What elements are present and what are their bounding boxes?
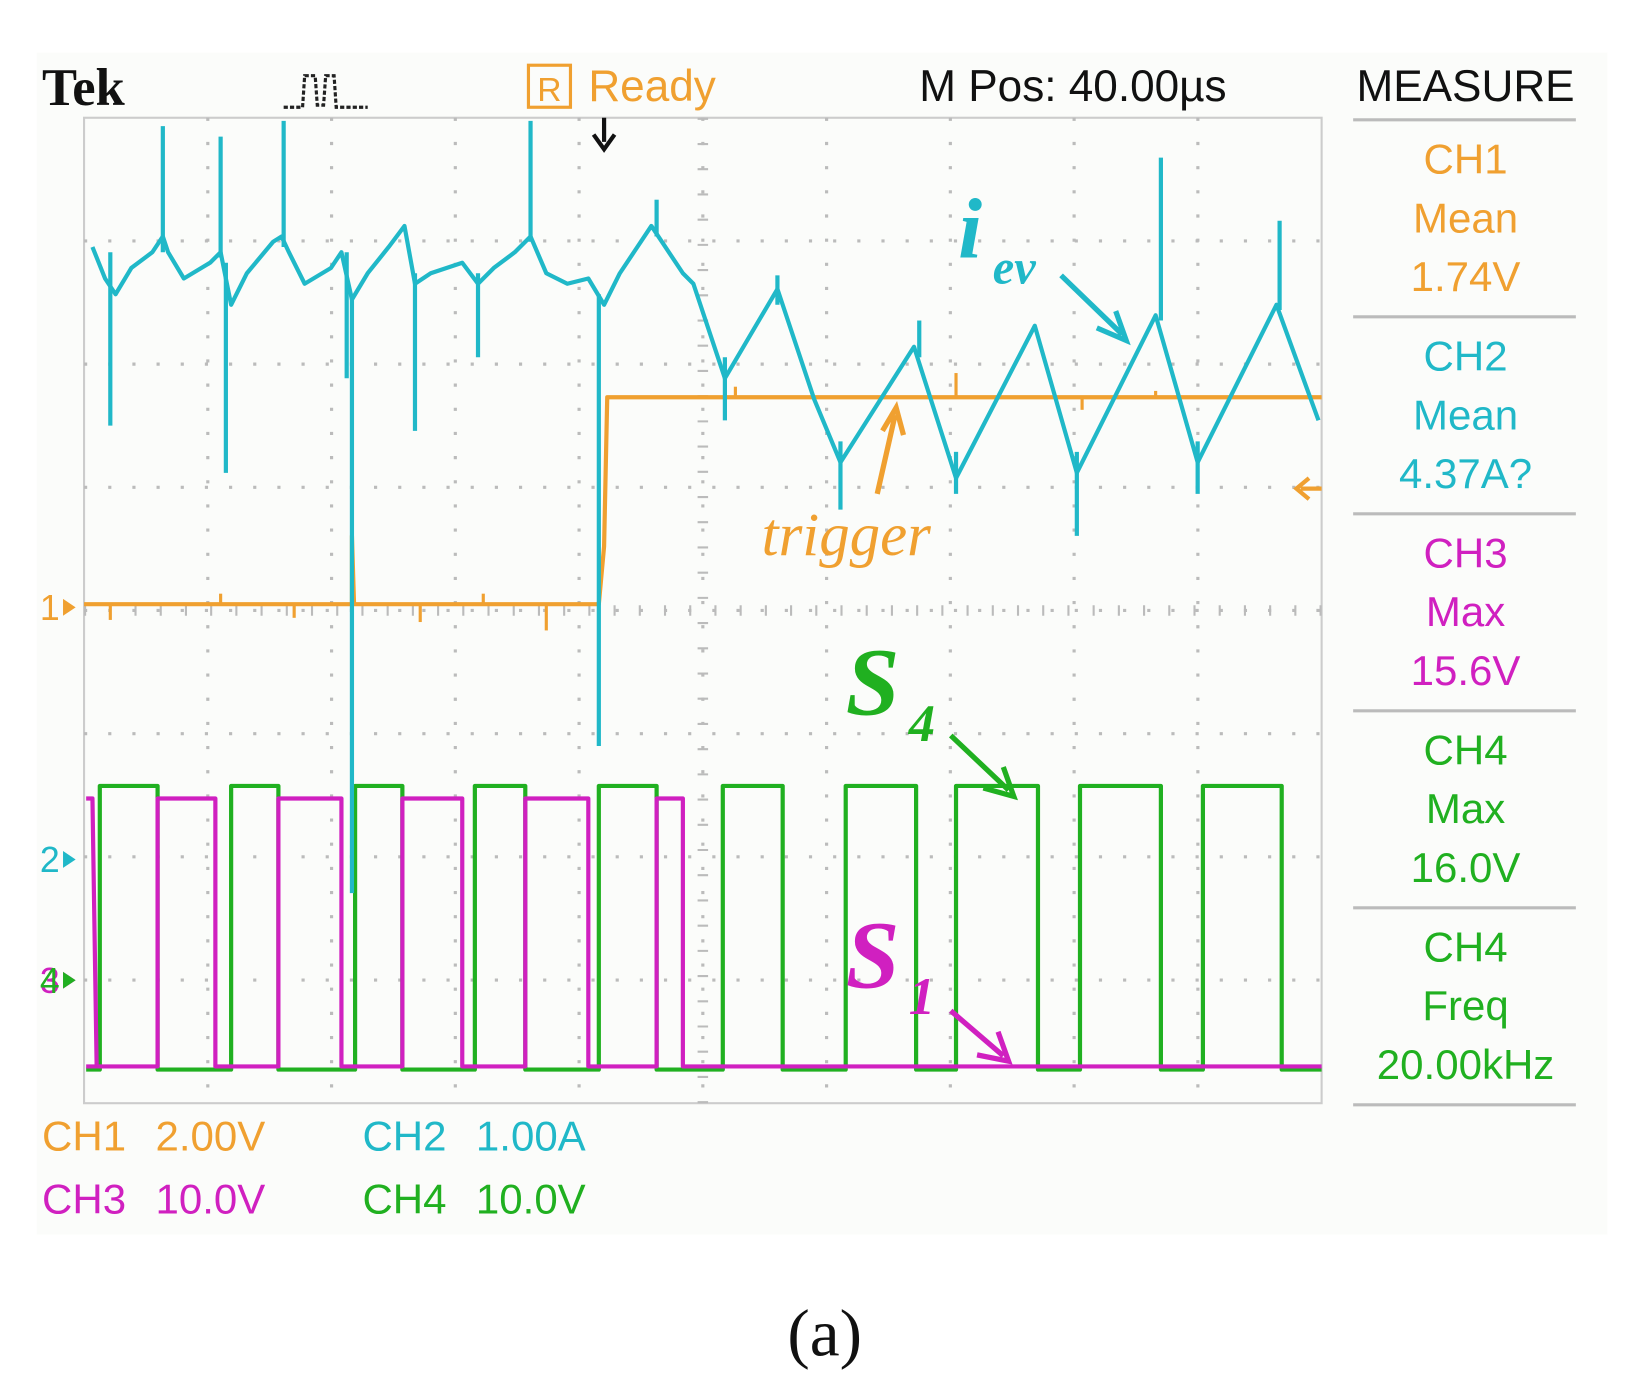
channel-marker: 3 — [40, 961, 60, 1001]
scale-value: 10.0V — [476, 1176, 586, 1223]
scale-value: 10.0V — [155, 1176, 265, 1223]
ch2-waveform — [90, 223, 1321, 481]
measure-value: 15.6V — [1411, 647, 1521, 694]
menu-title: MEASURE — [1356, 62, 1574, 111]
measure-channel: CH4 — [1424, 923, 1508, 970]
trigger-position-marker — [591, 117, 617, 153]
channel-marker-arrow — [63, 598, 76, 616]
scale-value: 1.00A — [476, 1112, 586, 1159]
caption: (a) — [787, 1295, 862, 1370]
s4-label: S — [846, 628, 900, 735]
screen — [36, 52, 1608, 1235]
horizontal-position: M Pos: 40.00µs — [919, 62, 1226, 111]
measure-value: 16.0V — [1411, 844, 1521, 891]
measure-type: Mean — [1413, 194, 1518, 241]
channel-marker-arrow — [63, 851, 76, 868]
measure-channel: CH1 — [1424, 135, 1508, 182]
iev-arrow — [1059, 273, 1131, 346]
measure-type: Mean — [1413, 391, 1518, 438]
scale-channel: CH1 — [42, 1112, 126, 1159]
ch3-waveform — [86, 796, 1322, 1069]
scale-channel: CH3 — [42, 1176, 126, 1223]
acquisition-icon — [283, 74, 368, 109]
status: Ready — [588, 62, 716, 111]
scale-channel: CH2 — [362, 1112, 446, 1159]
s1-subscript: 1 — [909, 968, 935, 1026]
brand: Tek — [42, 59, 126, 117]
status-icon: R — [537, 72, 561, 109]
scale-value: 2.00V — [155, 1112, 265, 1159]
channel-marker-arrow — [63, 971, 76, 989]
channel-marker: 1 — [40, 588, 60, 628]
measure-channel: CH3 — [1424, 529, 1508, 576]
status-icon-box — [526, 63, 573, 109]
measure-panel: CH1 Mean 1.74V CH2 Mean 4.37A? CH3 Max 15.6V CH4 M… — [1353, 118, 1576, 1107]
measure-type: Max — [1426, 785, 1505, 832]
channel-scales: CH1 2.00V CH2 1.00A CH3 10.0V CH4 10.0V — [42, 1112, 586, 1222]
channel-markers: 1 2 34 — [40, 588, 76, 1001]
measure-value: 1.74V — [1411, 253, 1521, 300]
measure-value: 4.37A? — [1399, 450, 1532, 497]
trigger-arrow — [874, 401, 907, 495]
s1-label: S — [846, 902, 900, 1009]
channel-marker: 2 — [40, 840, 60, 880]
ch3-edge — [86, 796, 99, 1067]
measure-type: Freq — [1422, 982, 1508, 1029]
s4-arrow — [948, 733, 1018, 801]
measure-value: 20.00kHz — [1377, 1041, 1555, 1088]
channel-marker: 4 — [40, 961, 60, 1001]
measure-type: Max — [1426, 588, 1505, 635]
scale-channel: CH4 — [362, 1176, 446, 1223]
ch4-waveform — [86, 783, 1322, 1072]
s1-arrow — [949, 1008, 1013, 1065]
iev-label: i — [958, 180, 982, 276]
annotations: i ev trigger S 4 S 1 — [762, 180, 1131, 1065]
trigger-label: trigger — [762, 502, 932, 569]
waveforms — [84, 120, 1322, 1072]
trigger-level-marker — [1293, 476, 1322, 501]
measure-channel: CH2 — [1424, 332, 1508, 379]
iev-subscript: ev — [993, 242, 1036, 295]
s4-subscript: 4 — [908, 695, 935, 753]
measure-channel: CH4 — [1424, 726, 1508, 773]
